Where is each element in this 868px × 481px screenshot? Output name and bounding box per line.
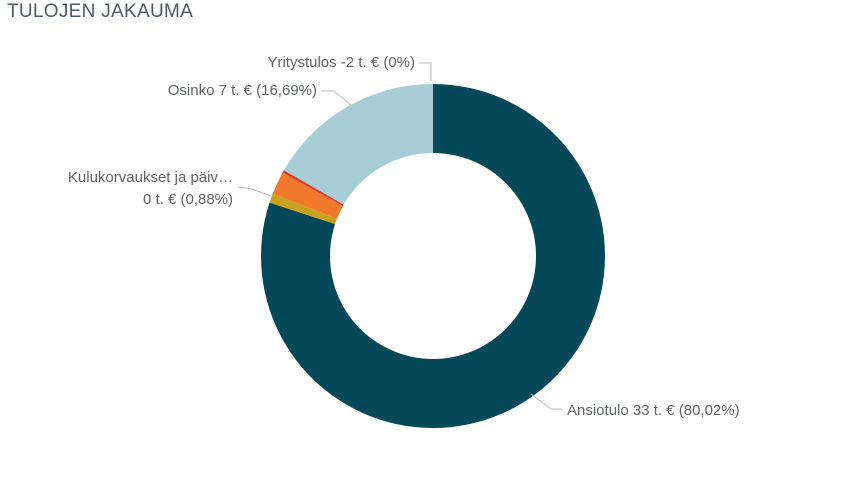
slice-other-orange[interactable] [272,172,343,219]
callout-kulukorvaukset-name: Kulukorvaukset ja päiv… [67,169,233,186]
chart-title: TULOJEN JAKAUMA [7,1,194,22]
donut-slices[interactable] [261,83,606,428]
callout-kulukorvaukset: Kulukorvaukset ja päiv… 0 t. € (0,88%) [0,167,233,211]
leader-osinko [321,90,352,106]
callout-osinko: Osinko 7 t. € (16,69%) [167,82,317,99]
slice-kulukorvaukset[interactable] [269,193,337,225]
callout-ansiotulo: Ansiotulo 33 t. € (80,02%) [567,402,740,419]
leader-ansiotulo [530,393,562,410]
callout-leader-lines [237,62,562,410]
callout-kulukorvaukset-value: 0 t. € (0,88%) [142,191,233,208]
slice-ansiotulo[interactable] [261,83,606,428]
leader-kulukorvaukset [237,186,272,197]
leader-yritystulos [419,62,432,81]
callout-yritystulos: Yritystulos -2 t. € (0%) [267,54,415,71]
slice-other-red[interactable] [282,170,344,207]
slice-osinko[interactable] [283,84,433,205]
